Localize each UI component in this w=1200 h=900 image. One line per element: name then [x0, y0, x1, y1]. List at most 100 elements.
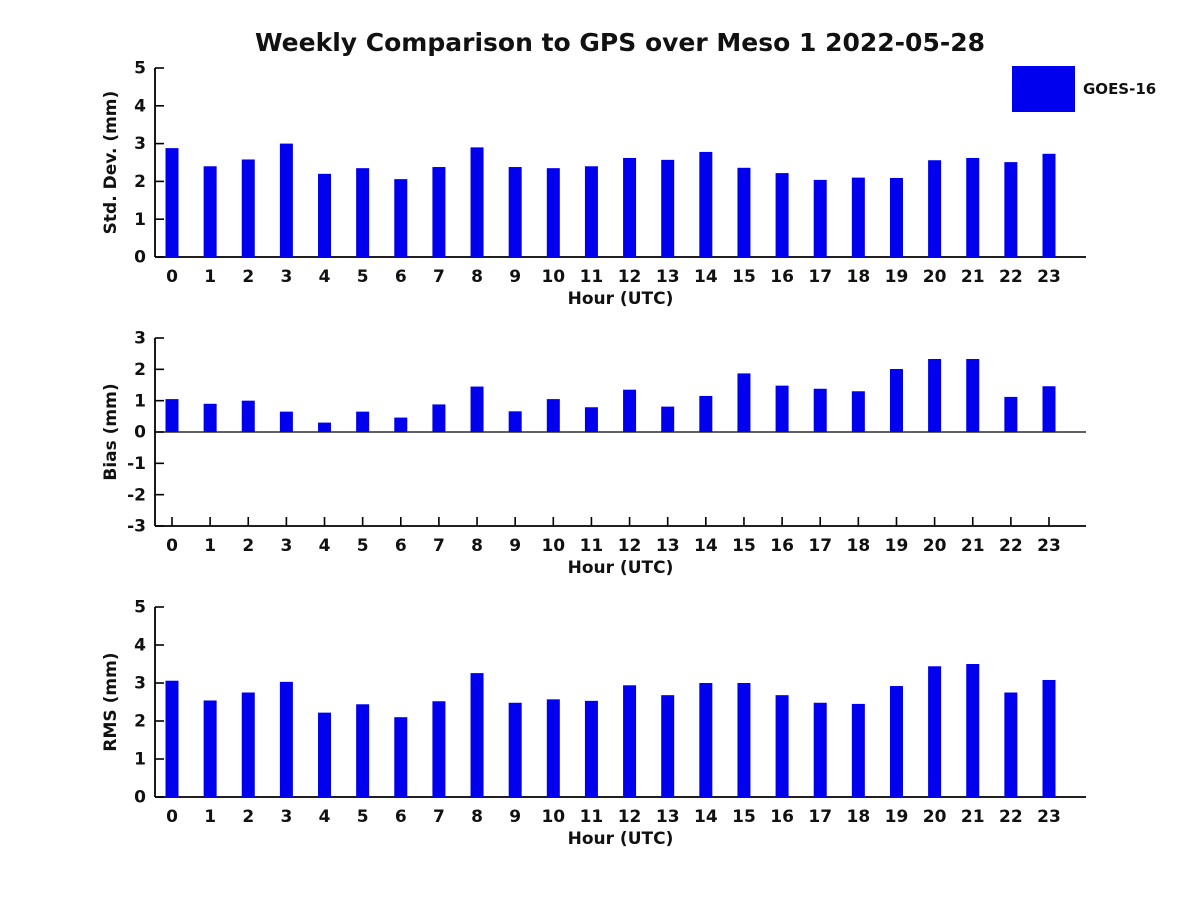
rms-bar-3: [279, 681, 293, 797]
y-tick-label: 0: [134, 248, 146, 268]
x-tick-label: 22: [999, 536, 1023, 556]
bias-bar-9: [508, 411, 522, 432]
bias-bar-4: [318, 422, 332, 432]
x-tick-label: 4: [319, 536, 331, 556]
x-tick-label: 14: [694, 536, 718, 556]
x-tick-label: 17: [808, 807, 832, 827]
rms-bar-8: [470, 673, 484, 797]
bias-bar-11: [584, 407, 598, 432]
y-tick-label: 0: [134, 788, 146, 808]
x-tick-label: 20: [923, 536, 947, 556]
rms-bar-18: [851, 703, 865, 797]
x-tick-label: 20: [923, 807, 947, 827]
rms-bar-14: [699, 683, 713, 797]
bias-ylabel: Bias (mm): [101, 383, 121, 480]
x-tick-label: 0: [166, 807, 178, 827]
x-tick-label: 7: [433, 807, 445, 827]
rms-bar-13: [661, 695, 675, 797]
x-tick-label: 21: [961, 267, 985, 287]
x-tick-label: 22: [999, 267, 1023, 287]
x-tick-label: 13: [656, 807, 680, 827]
bias-bar-1: [203, 403, 217, 432]
std-dev-xlabel: Hour (UTC): [568, 289, 674, 309]
y-tick-label: 2: [134, 172, 146, 192]
bias-bar-8: [470, 386, 484, 432]
x-tick-label: 19: [885, 536, 909, 556]
x-tick-label: 6: [395, 267, 407, 287]
rms-bar-22: [1004, 692, 1018, 797]
rms-bar-23: [1042, 679, 1056, 797]
x-tick-label: 16: [770, 536, 794, 556]
rms-bar-21: [966, 664, 980, 797]
x-tick-label: 5: [357, 536, 369, 556]
x-tick-label: 17: [808, 267, 832, 287]
std-dev-bar-2: [241, 159, 255, 257]
std-dev-bar-12: [623, 157, 637, 257]
y-tick-label: 1: [134, 750, 146, 770]
x-tick-label: 9: [509, 807, 521, 827]
bias-bar-14: [699, 395, 713, 432]
x-tick-label: 1: [204, 267, 216, 287]
std-dev-bar-9: [508, 167, 522, 257]
std-dev-bar-23: [1042, 153, 1056, 257]
rms-bar-4: [318, 712, 332, 797]
x-tick-label: 23: [1037, 807, 1061, 827]
x-tick-label: 2: [242, 807, 254, 827]
std-dev-bar-8: [470, 147, 484, 257]
bias-bar-20: [928, 358, 942, 432]
rms-bar-6: [394, 717, 408, 797]
x-tick-label: 9: [509, 536, 521, 556]
bias-bar-13: [661, 406, 675, 432]
y-tick-label: 4: [134, 636, 146, 656]
std-dev-bar-15: [737, 167, 751, 257]
bias-bar-23: [1042, 386, 1056, 432]
rms-bar-16: [775, 695, 789, 797]
rms-bar-0: [165, 680, 179, 797]
bias-bar-3: [279, 411, 293, 432]
bias-bar-15: [737, 373, 751, 432]
x-tick-label: 12: [618, 536, 642, 556]
x-tick-label: 2: [242, 267, 254, 287]
rms-bar-5: [356, 704, 370, 797]
std-dev-bar-6: [394, 179, 408, 257]
x-tick-label: 0: [166, 536, 178, 556]
y-tick-label: 4: [134, 96, 146, 116]
std-dev-bar-5: [356, 168, 370, 257]
x-tick-label: 14: [694, 807, 718, 827]
x-tick-label: 8: [471, 807, 483, 827]
y-tick-label: 1: [134, 210, 146, 230]
std-dev-bar-21: [966, 157, 980, 257]
x-tick-label: 23: [1037, 267, 1061, 287]
rms-xlabel: Hour (UTC): [568, 829, 674, 849]
std-dev-bar-11: [584, 166, 598, 257]
x-tick-label: 21: [961, 807, 985, 827]
rms-bar-2: [241, 692, 255, 797]
x-tick-label: 23: [1037, 536, 1061, 556]
x-tick-label: 11: [580, 536, 604, 556]
x-tick-label: 18: [847, 536, 871, 556]
std-dev-bar-16: [775, 173, 789, 257]
std-dev-ylabel: Std. Dev. (mm): [101, 91, 121, 235]
std-dev-bar-17: [813, 179, 827, 257]
x-tick-label: 12: [618, 807, 642, 827]
bias-bar-2: [241, 400, 255, 432]
std-dev-bar-0: [165, 148, 179, 257]
bias-bar-5: [356, 411, 370, 432]
x-tick-label: 10: [541, 267, 565, 287]
x-tick-label: 21: [961, 536, 985, 556]
x-tick-label: 5: [357, 267, 369, 287]
std-dev-bar-22: [1004, 162, 1018, 257]
bias-bar-22: [1004, 396, 1018, 432]
x-tick-label: 18: [847, 267, 871, 287]
rms-bar-17: [813, 702, 827, 797]
x-tick-label: 1: [204, 536, 216, 556]
rms-bar-10: [546, 699, 560, 797]
bias-bar-6: [394, 417, 408, 432]
x-tick-label: 3: [280, 267, 292, 287]
x-tick-label: 13: [656, 536, 680, 556]
y-tick-label: 0: [134, 423, 146, 443]
x-tick-label: 17: [808, 536, 832, 556]
std-dev-bar-13: [661, 159, 675, 257]
x-tick-label: 9: [509, 267, 521, 287]
